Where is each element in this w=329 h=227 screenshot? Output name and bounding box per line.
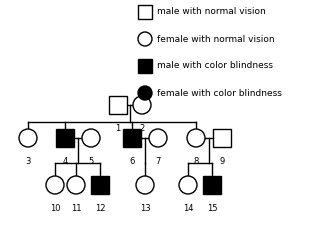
Text: 4: 4 (63, 157, 68, 166)
Text: female with color blindness: female with color blindness (157, 89, 282, 98)
Circle shape (179, 176, 197, 194)
Circle shape (187, 129, 205, 147)
Circle shape (67, 176, 85, 194)
Bar (109, 96, 127, 114)
Text: 11: 11 (71, 204, 81, 213)
Text: 9: 9 (219, 157, 225, 166)
Text: 13: 13 (140, 204, 150, 213)
Text: female with normal vision: female with normal vision (157, 35, 275, 44)
Bar (123, 129, 141, 147)
Circle shape (149, 129, 167, 147)
Text: 10: 10 (50, 204, 60, 213)
Circle shape (138, 86, 152, 100)
Circle shape (138, 32, 152, 46)
Bar (56, 129, 74, 147)
Circle shape (133, 96, 151, 114)
Text: 8: 8 (193, 157, 199, 166)
Bar (213, 129, 231, 147)
Text: 15: 15 (207, 204, 217, 213)
Bar (91, 176, 109, 194)
Text: 2: 2 (139, 124, 145, 133)
Circle shape (136, 176, 154, 194)
Circle shape (46, 176, 64, 194)
Bar (203, 176, 221, 194)
Text: 6: 6 (129, 157, 135, 166)
Circle shape (82, 129, 100, 147)
Circle shape (19, 129, 37, 147)
Text: 5: 5 (89, 157, 94, 166)
Bar (138, 5, 152, 19)
Text: 1: 1 (115, 124, 121, 133)
Text: 3: 3 (25, 157, 31, 166)
Text: male with normal vision: male with normal vision (157, 7, 266, 17)
Text: 7: 7 (155, 157, 161, 166)
Text: male with color blindness: male with color blindness (157, 62, 273, 71)
Text: 14: 14 (183, 204, 193, 213)
Text: 12: 12 (95, 204, 105, 213)
Bar (138, 59, 152, 73)
